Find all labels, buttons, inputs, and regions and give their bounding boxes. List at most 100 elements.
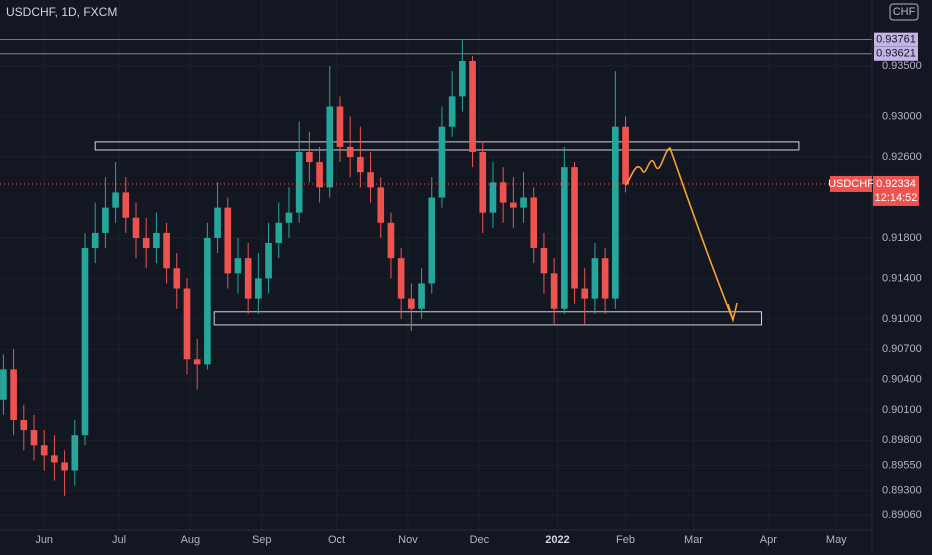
forecast-arrow <box>625 146 734 321</box>
candle-body <box>336 106 344 147</box>
candle-body <box>530 197 538 249</box>
x-tick-label: Jun <box>35 534 53 546</box>
y-tick-label: 0.89060 <box>882 509 922 521</box>
candle-body <box>244 258 252 299</box>
candle-body <box>408 298 415 309</box>
candle-body <box>581 288 589 299</box>
x-tick-label: Feb <box>616 534 635 546</box>
candle-body <box>489 182 497 213</box>
candle-body <box>214 207 221 238</box>
candle-body <box>40 445 48 456</box>
level-label: 0.93621 <box>876 48 916 60</box>
candle-body <box>255 278 262 299</box>
y-tick-label: 0.90100 <box>882 404 922 416</box>
x-tick-label: Mar <box>684 534 703 546</box>
level-label-box <box>874 46 918 61</box>
candle-body <box>550 273 558 309</box>
candle-body <box>377 187 385 223</box>
candle-body <box>183 288 191 360</box>
last-price-label: 0.92334 <box>876 178 916 190</box>
currency[interactable]: CHF <box>893 6 916 18</box>
candle-body <box>204 237 211 365</box>
y-tick-label: 0.91400 <box>882 272 922 284</box>
candle-body <box>91 232 99 249</box>
candle-body <box>234 258 242 274</box>
candle-body <box>499 182 507 203</box>
candle-body <box>438 126 446 198</box>
last-price-box <box>873 175 919 206</box>
x-tick-label: Aug <box>181 534 201 546</box>
candle-body <box>479 151 487 213</box>
candle-body <box>306 151 313 163</box>
candle-body <box>112 192 119 208</box>
y-tick-label: 0.91000 <box>882 313 922 325</box>
y-tick-label: 0.93000 <box>882 111 922 123</box>
symbol-label-box <box>830 175 872 192</box>
candle-body <box>51 455 58 463</box>
candle-body <box>367 172 374 188</box>
candle-body <box>173 268 181 289</box>
y-tick-label: 0.89300 <box>882 485 922 497</box>
candle-body <box>326 106 334 188</box>
candle-body <box>316 162 323 188</box>
x-tick-label: Dec <box>470 534 490 546</box>
candle-body <box>448 96 456 127</box>
candle-body <box>571 167 578 289</box>
candle-body <box>540 248 548 274</box>
y-tick-label: 0.89550 <box>882 459 922 471</box>
candle-body <box>142 237 150 249</box>
symbol-label: USDCHF <box>828 178 874 190</box>
candle-body <box>275 222 283 244</box>
y-tick-label: 0.89800 <box>882 434 922 446</box>
candle-body <box>0 369 7 400</box>
candle-body <box>285 212 293 223</box>
candle-body <box>163 232 170 269</box>
candle-body <box>20 419 28 431</box>
candle-body <box>357 157 364 173</box>
currency-box[interactable] <box>889 3 919 21</box>
candle-body <box>81 248 89 436</box>
candle-body <box>346 146 354 158</box>
candle-body <box>10 369 17 420</box>
x-tick-label: Jul <box>112 534 126 546</box>
candle-body <box>265 243 272 279</box>
candle-body <box>459 60 466 97</box>
x-tick-label: May <box>826 534 847 546</box>
x-tick-label: 2022 <box>545 534 569 546</box>
arrow-head <box>727 302 738 324</box>
candle-body <box>224 207 232 274</box>
y-tick-label: 0.91800 <box>882 232 922 244</box>
candle-body <box>469 60 476 152</box>
candle-body <box>102 207 109 233</box>
level-label-box <box>874 32 918 47</box>
y-tick-label: 0.92600 <box>882 151 922 163</box>
x-tick-label: Nov <box>398 534 418 546</box>
candle-body <box>153 232 160 249</box>
x-tick-label: Apr <box>760 534 777 546</box>
x-tick-label: Oct <box>328 534 345 546</box>
candle-body <box>295 151 303 213</box>
candle-body <box>132 217 140 238</box>
candle-body <box>193 359 201 365</box>
y-tick-label: 0.90700 <box>882 343 922 355</box>
candle-body <box>122 192 130 218</box>
candle-body <box>520 197 527 208</box>
level-label: 0.93761 <box>876 34 916 46</box>
candle-body <box>591 258 599 299</box>
countdown-label: 12:14:52 <box>875 192 918 204</box>
y-tick-label: 0.90400 <box>882 373 922 385</box>
candle-body <box>61 462 68 471</box>
plot-area <box>0 39 872 496</box>
candle-body <box>428 197 436 284</box>
candle-body <box>387 222 395 259</box>
x-tick-label: Sep <box>252 534 272 546</box>
candle-body <box>71 435 79 471</box>
candle-body <box>397 258 405 299</box>
zone <box>94 141 800 151</box>
candle-body <box>561 167 568 309</box>
candle-body <box>30 430 38 446</box>
candle-body <box>612 126 619 299</box>
